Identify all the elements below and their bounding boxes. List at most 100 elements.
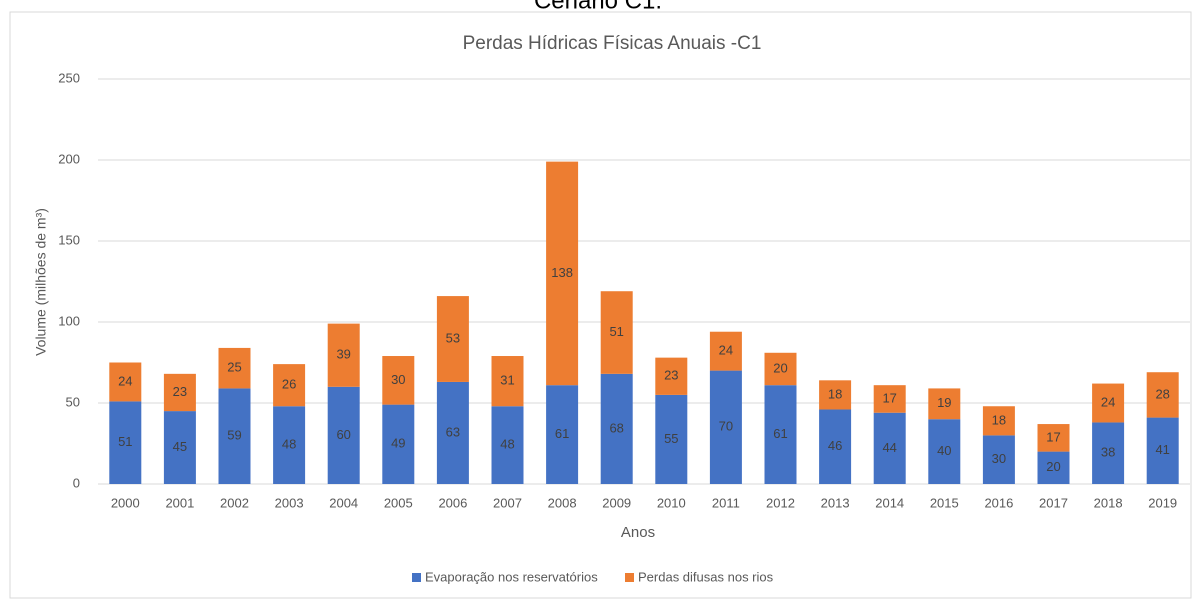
data-label: 61 [773,426,787,441]
x-tick-label: 2018 [1094,495,1123,510]
bar-segment [491,356,524,407]
data-label: 44 [882,440,896,455]
data-label: 17 [1046,429,1060,444]
data-label: 31 [500,373,514,388]
x-tick-label: 2012 [766,495,795,510]
data-label: 24 [1101,394,1115,409]
bar-segment [382,404,415,484]
data-label: 51 [118,434,132,449]
data-label: 24 [719,343,733,358]
bar-segment [327,386,360,484]
data-label: 23 [664,368,678,383]
data-label: 138 [551,265,573,280]
bar-segment [109,401,142,484]
x-axis-label: Anos [621,524,655,541]
legend-label: Evaporação nos reservatórios [425,569,598,584]
bar-segment [928,419,961,484]
caption: Cenário C1: [534,0,662,14]
y-tick-label: 50 [66,394,80,409]
bar-segment [273,406,306,484]
data-label: 59 [227,428,241,443]
legend-label: Perdas difusas nos rios [638,569,774,584]
data-label: 55 [664,431,678,446]
bar-segment [1092,422,1125,484]
bar-segment [982,435,1015,484]
bar-segment [218,347,251,389]
x-tick-label: 2007 [493,495,522,510]
bar-segment [819,380,852,410]
data-label: 53 [446,330,460,345]
bar-segment [1037,451,1070,484]
bar-segment [436,296,469,382]
data-label: 41 [1155,442,1169,457]
x-tick-label: 2000 [111,495,140,510]
y-tick-label: 100 [58,313,80,328]
bar-segment [819,409,852,484]
data-label: 20 [773,360,787,375]
bar-segment [928,388,961,420]
bar-segment [873,385,906,413]
data-label: 51 [609,324,623,339]
bar-segment [655,394,688,484]
data-label: 38 [1101,445,1115,460]
x-tick-label: 2017 [1039,495,1068,510]
data-label: 70 [719,419,733,434]
data-label: 46 [828,438,842,453]
chart-title: Perdas Hídricas Físicas Anuais -C1 [463,33,762,54]
y-tick-label: 200 [58,151,80,166]
bar-segment [1146,417,1179,484]
x-tick-label: 2010 [657,495,686,510]
data-label: 39 [336,347,350,362]
bar-segment [1146,372,1179,418]
data-label: 24 [118,373,132,388]
legend-swatch [625,573,634,582]
bar-segment [273,364,306,407]
y-axis-label: Volume (milhões de m³) [33,208,49,356]
x-tick-label: 2013 [821,495,850,510]
bar-segment [436,381,469,484]
bar-segment [982,406,1015,436]
data-label: 49 [391,436,405,451]
data-label: 68 [609,420,623,435]
data-label: 18 [992,412,1006,427]
data-label: 19 [937,395,951,410]
data-label: 63 [446,424,460,439]
y-tick-label: 0 [73,475,80,490]
bar-segment [600,291,633,374]
bar-segment [546,385,579,484]
bar-segment [709,331,742,371]
chart-frame [9,11,1192,599]
data-label: 48 [500,437,514,452]
bar-segment [163,373,196,412]
data-label: 30 [992,451,1006,466]
bar-segment [764,352,797,386]
x-tick-label: 2004 [329,495,358,510]
bar-segment [163,411,196,484]
bar-segment [764,385,797,484]
x-tick-label: 2005 [384,495,413,510]
bar-segment [491,406,524,484]
data-label: 48 [282,437,296,452]
bar-segment [655,357,688,395]
bar-segment [218,388,251,484]
y-tick-label: 250 [58,70,80,85]
bar-segment [600,373,633,484]
bar-segment [873,412,906,484]
x-tick-label: 2003 [275,495,304,510]
bar-segment [109,362,142,402]
data-label: 20 [1046,459,1060,474]
x-tick-label: 2008 [548,495,577,510]
bar-segment [1037,424,1070,452]
x-tick-label: 2009 [602,495,631,510]
x-tick-label: 2011 [712,495,740,510]
data-label: 45 [173,439,187,454]
x-tick-label: 2016 [984,495,1013,510]
bar-segment [1092,383,1125,423]
data-label: 40 [937,443,951,458]
data-label: 26 [282,377,296,392]
data-label: 61 [555,426,569,441]
bar-segment [709,370,742,484]
data-label: 28 [1155,386,1169,401]
x-tick-label: 2015 [930,495,959,510]
